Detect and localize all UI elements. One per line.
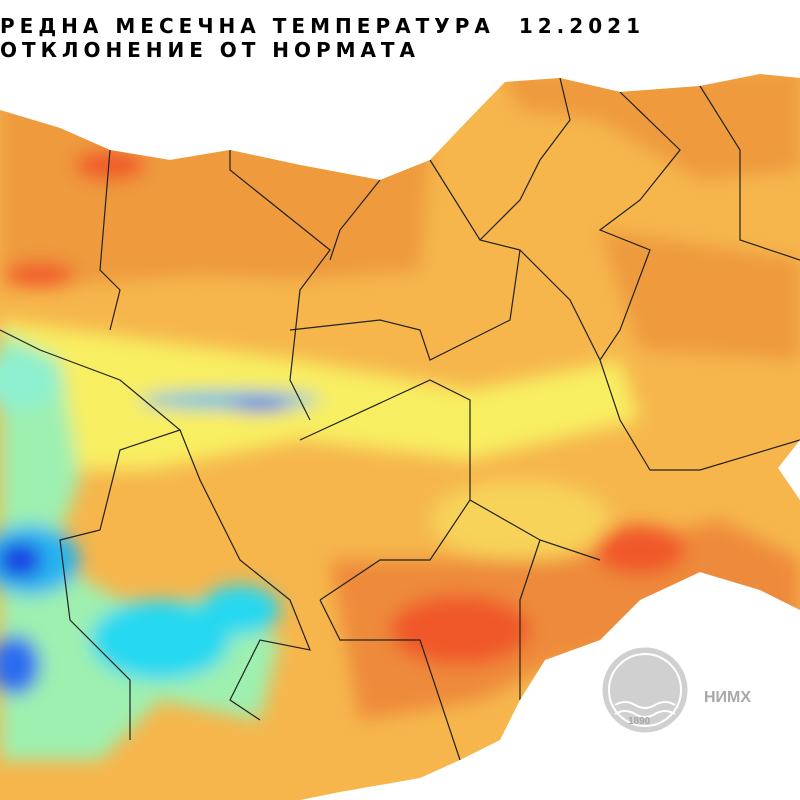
title: РЕДНА МЕСЕЧНА ТЕМПЕРАТУРА 12.2021 [0,14,640,38]
subtitle: ОТКЛОНЕНИЕ ОТ НОРМАТА [0,38,416,62]
logo: 1890 НИМХ [599,644,751,736]
temperature-field [0,74,800,800]
logo-year: 1890 [628,716,651,727]
logo-text: НИМХ [704,689,751,706]
logo-ring [608,653,682,727]
logo-waves [614,701,676,718]
